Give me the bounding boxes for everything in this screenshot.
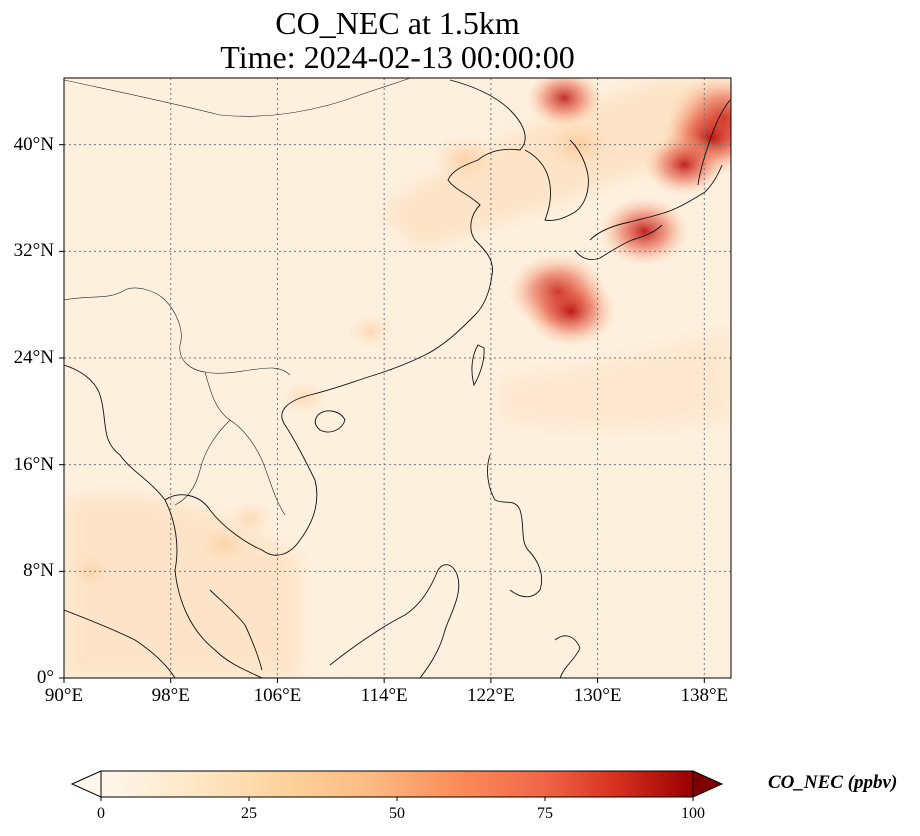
concentration-hotspots: [69, 78, 731, 588]
lon-tick-label: 138°E: [680, 685, 729, 706]
lon-tick-label: 114°E: [360, 685, 408, 706]
colorbar-gradient: [100, 770, 694, 798]
country-borders: [64, 78, 411, 516]
concentration-hotspot: [644, 133, 725, 196]
concentration-hotspot: [433, 134, 496, 182]
colorbar: [70, 770, 724, 801]
colorbar-max-extend: [692, 770, 724, 798]
concentration-hotspot: [599, 196, 690, 266]
colorbar-tick-label: 100: [681, 805, 705, 822]
lat-tick-label: 8°N: [23, 560, 54, 582]
lat-tick-label: 40°N: [13, 133, 54, 155]
field-band-north: [380, 80, 731, 250]
concentration-hotspot: [525, 276, 617, 347]
lat-tick-label: 0°: [36, 667, 54, 688]
lon-tick-label: 90°E: [44, 685, 84, 706]
coastlines: [64, 79, 731, 678]
concentration-hotspot: [228, 501, 273, 535]
colorbar-tick-label: 0: [97, 805, 105, 822]
concentration-hotspot: [281, 380, 328, 416]
colorbar-tick-label: 75: [537, 805, 553, 822]
concentration-hotspot: [544, 118, 612, 171]
field-band-pacific: [500, 330, 731, 428]
colorbar-tick-label: 25: [241, 805, 257, 822]
lon-tick-label: 122°E: [467, 685, 515, 706]
concentration-hotspot: [526, 78, 603, 128]
concentration-hotspot: [347, 313, 394, 350]
lon-tick-label: 98°E: [151, 685, 190, 706]
colorbar-min-extend: [70, 770, 102, 798]
lat-tick-label: 24°N: [13, 347, 54, 368]
plot-time-subtitle: Time: 2024-02-13 00:00:00: [220, 39, 575, 75]
lon-tick-label: 106°E: [253, 685, 302, 706]
colorbar-tick-label: 50: [389, 805, 405, 822]
lat-tick-label: 16°N: [13, 453, 54, 475]
plot-title: CO_NEC at 1.5km: [275, 5, 520, 41]
colorbar-label: CO_NEC (ppbv): [768, 772, 898, 793]
lat-tick-label: 32°N: [13, 240, 54, 262]
lon-tick-label: 130°E: [573, 685, 622, 706]
map-frame: [63, 77, 732, 679]
